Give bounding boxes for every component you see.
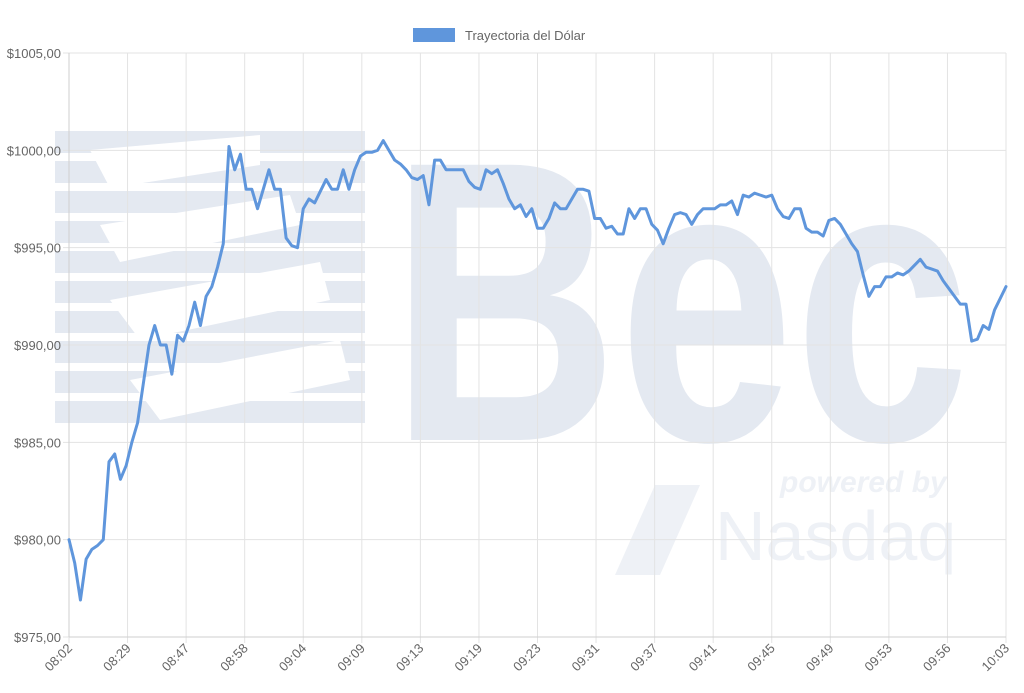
x-tick-label: 09:19 <box>451 641 485 675</box>
y-tick-label: $975,00 <box>14 630 61 645</box>
x-tick-label: 08:02 <box>42 641 76 675</box>
bec-logo-stripes <box>55 131 365 423</box>
x-tick-label: 10:03 <box>979 641 1013 675</box>
x-tick-label: 09:56 <box>920 641 954 675</box>
y-tick-label: $985,00 <box>14 435 61 450</box>
x-tick-label: 09:53 <box>861 641 895 675</box>
x-tick-label: 09:31 <box>569 641 603 675</box>
chart-series <box>67 139 1008 602</box>
chart-legend: Trayectoria del Dólar <box>413 28 586 43</box>
x-tick-label: 08:58 <box>217 641 251 675</box>
x-tick-label: 09:37 <box>627 641 661 675</box>
x-tick-label: 09:45 <box>744 641 778 675</box>
y-tick-label: $980,00 <box>14 533 61 548</box>
nasdaq-logo-mark <box>615 485 700 575</box>
bec-logo-text: Bec <box>390 78 970 525</box>
x-tick-label: 09:09 <box>334 641 368 675</box>
series-line-0 <box>67 139 1008 602</box>
powered-by-text: powered by <box>779 466 948 499</box>
y-tick-label: $990,00 <box>14 338 61 353</box>
nasdaq-text: Nasdaq <box>715 497 956 575</box>
bec-nasdaq-watermark: Bec powered by Nasdaq <box>55 78 970 575</box>
x-tick-label: 09:04 <box>276 641 310 675</box>
legend-swatch <box>413 28 455 42</box>
y-tick-label: $995,00 <box>14 241 61 256</box>
x-tick-label: 09:49 <box>803 641 837 675</box>
y-tick-label: $1005,00 <box>7 46 61 61</box>
x-tick-label: 09:23 <box>510 641 544 675</box>
y-tick-label: $1000,00 <box>7 143 61 158</box>
x-tick-label: 09:41 <box>686 641 720 675</box>
x-tick-label: 09:13 <box>393 641 427 675</box>
legend-label: Trayectoria del Dólar <box>465 28 586 43</box>
x-tick-label: 08:29 <box>100 641 134 675</box>
x-tick-label: 08:47 <box>159 641 193 675</box>
